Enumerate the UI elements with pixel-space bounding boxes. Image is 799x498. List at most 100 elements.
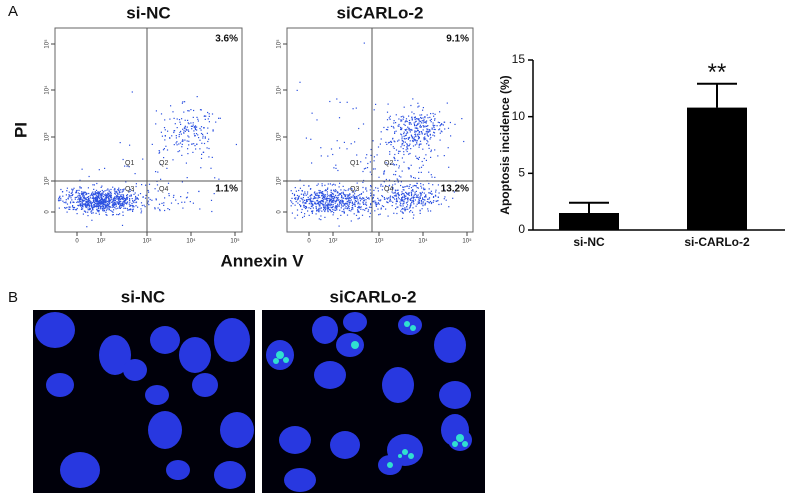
event-dot xyxy=(95,205,98,207)
event-dot xyxy=(317,202,320,204)
event-dot xyxy=(308,207,310,209)
event-dot xyxy=(343,203,345,205)
event-dot xyxy=(409,129,411,131)
event-dot xyxy=(439,128,441,130)
event-dot xyxy=(398,118,400,120)
event-dot xyxy=(387,126,389,128)
event-dot xyxy=(132,206,134,208)
event-dot xyxy=(415,120,417,122)
quadrant-percent: 9.1% xyxy=(446,34,469,45)
event-dot xyxy=(107,192,109,194)
event-dot xyxy=(128,199,131,201)
event-dot xyxy=(414,144,416,146)
x-tick-label: si-CARLo-2 xyxy=(684,235,750,249)
event-dot xyxy=(449,121,451,124)
event-dot xyxy=(295,190,297,192)
event-dot xyxy=(93,197,95,199)
event-dot xyxy=(327,211,329,213)
event-dot xyxy=(115,198,117,200)
event-dot xyxy=(428,201,430,203)
event-dot xyxy=(410,195,413,197)
event-dot xyxy=(401,136,403,138)
event-dot xyxy=(431,127,433,129)
event-dot xyxy=(348,198,350,200)
event-dot xyxy=(187,192,189,194)
event-dot xyxy=(62,200,64,202)
event-dot xyxy=(391,205,393,207)
event-dot xyxy=(413,194,415,196)
event-dot xyxy=(194,125,197,127)
event-dot xyxy=(188,130,190,132)
event-dot xyxy=(126,198,128,200)
event-dot xyxy=(111,201,114,203)
event-dot xyxy=(96,208,98,210)
event-dot xyxy=(331,197,333,199)
event-dot xyxy=(345,203,347,205)
event-dot xyxy=(463,140,465,143)
event-dot xyxy=(392,188,394,190)
event-dot xyxy=(403,123,405,125)
event-dot xyxy=(106,206,108,208)
event-dot xyxy=(374,200,376,202)
event-dot xyxy=(89,199,91,202)
event-dot xyxy=(310,202,312,204)
x-tick-label: 10⁵ xyxy=(462,238,472,245)
event-dot xyxy=(326,191,328,193)
event-dot xyxy=(341,200,343,202)
event-dot xyxy=(307,199,309,201)
event-dot xyxy=(186,196,188,198)
event-dot xyxy=(417,135,419,137)
event-dot xyxy=(403,186,405,188)
event-dot xyxy=(85,205,87,207)
quadrant-label: Q3 xyxy=(125,186,134,193)
event-dot xyxy=(203,115,205,117)
event-dot xyxy=(71,206,74,208)
event-dot xyxy=(141,204,143,207)
plot-title: siCARLo-2 xyxy=(337,3,424,22)
event-dot xyxy=(156,184,159,186)
event-dot xyxy=(353,213,355,215)
event-dot xyxy=(410,198,412,200)
event-dot xyxy=(339,202,341,204)
event-dot xyxy=(430,118,432,120)
event-dot xyxy=(407,145,409,147)
event-dot xyxy=(92,184,94,186)
event-dot xyxy=(93,204,95,206)
event-dot xyxy=(394,159,396,161)
event-dot xyxy=(428,182,430,185)
event-dot xyxy=(362,181,364,183)
event-dot xyxy=(117,197,119,199)
event-dot xyxy=(111,214,114,216)
event-dot xyxy=(122,205,124,207)
y-tick-label: 15 xyxy=(512,52,526,66)
event-dot xyxy=(313,192,315,194)
event-dot xyxy=(204,137,206,139)
event-dot xyxy=(386,197,388,199)
event-dot xyxy=(406,206,408,208)
event-dot xyxy=(417,130,419,132)
event-dot xyxy=(194,126,196,128)
event-dot xyxy=(395,149,398,151)
event-dot xyxy=(112,186,114,188)
event-dot xyxy=(109,195,111,198)
event-dot xyxy=(397,189,399,191)
event-dot xyxy=(432,124,434,126)
event-dot xyxy=(85,206,87,209)
event-dot xyxy=(211,156,213,158)
event-dot xyxy=(85,198,88,200)
event-dot xyxy=(135,183,137,185)
event-dot xyxy=(121,196,123,198)
event-dot xyxy=(118,196,120,198)
event-dot xyxy=(301,198,303,200)
event-dot xyxy=(332,208,334,210)
event-dot xyxy=(97,207,99,209)
event-dot xyxy=(415,131,417,133)
event-dot xyxy=(80,205,82,207)
event-dot xyxy=(129,198,131,200)
event-dot xyxy=(435,200,437,202)
event-dot xyxy=(123,189,125,191)
event-dot xyxy=(362,202,364,204)
event-dot xyxy=(427,208,429,210)
event-dot xyxy=(386,198,389,200)
event-dot xyxy=(95,212,97,214)
